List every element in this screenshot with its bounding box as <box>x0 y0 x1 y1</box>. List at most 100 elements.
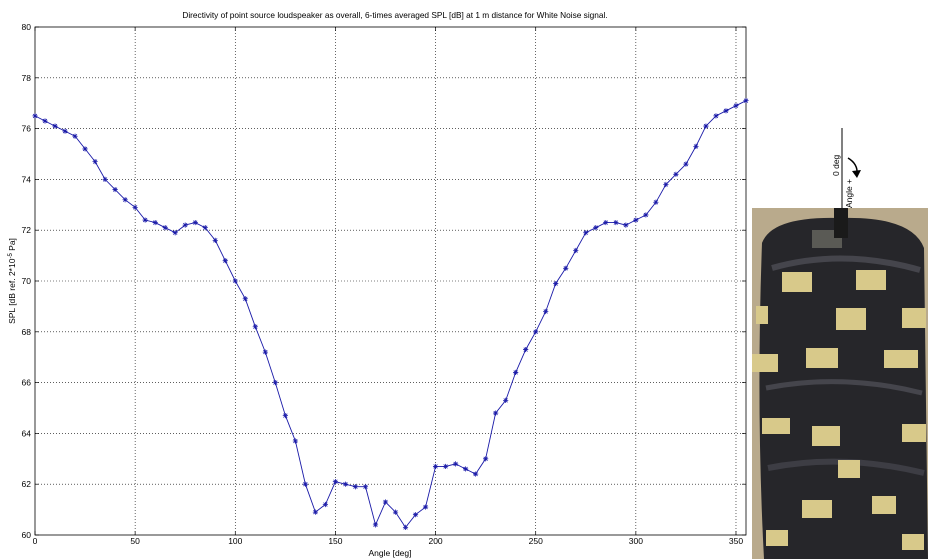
data-point-marker <box>693 143 699 149</box>
y-axis-label-exponent: -5 <box>8 253 14 259</box>
data-point-marker <box>653 199 659 205</box>
data-point <box>32 113 38 119</box>
data-point-marker <box>162 225 168 231</box>
data-point-marker <box>543 308 549 315</box>
photo-tape <box>806 348 838 368</box>
data-point-marker <box>703 123 709 129</box>
data-point <box>362 484 369 490</box>
data-point <box>262 349 268 355</box>
data-point <box>633 217 639 223</box>
grid-lines <box>35 27 746 535</box>
data-point-marker <box>342 481 349 487</box>
data-point-marker <box>432 463 439 470</box>
data-point <box>623 222 629 228</box>
data-point-marker <box>72 133 78 139</box>
y-tick-label: 60 <box>22 530 32 540</box>
data-point-marker <box>122 197 128 203</box>
data-point <box>172 230 178 236</box>
data-point <box>683 161 689 167</box>
data-point-marker <box>513 369 519 376</box>
data-point-marker <box>102 176 108 182</box>
y-tick-label: 68 <box>22 327 32 337</box>
photo-tape <box>782 272 812 292</box>
data-point <box>222 258 228 264</box>
data-point <box>62 128 68 134</box>
y-tick-label: 72 <box>22 225 32 235</box>
data-point <box>352 484 359 490</box>
data-point <box>142 217 148 223</box>
data-point-marker <box>503 397 509 403</box>
data-point-marker <box>352 484 359 490</box>
data-point-marker <box>272 380 278 386</box>
data-point-marker <box>553 280 559 287</box>
data-point-marker <box>282 413 288 419</box>
data-point-marker <box>603 219 609 226</box>
photo-tape <box>752 354 778 372</box>
data-point-marker <box>713 113 719 119</box>
data-point <box>553 280 559 287</box>
data-point <box>372 522 379 528</box>
data-point-marker <box>663 181 669 188</box>
data-point <box>703 123 709 129</box>
data-point-marker <box>202 225 208 231</box>
arrow-head-icon <box>852 170 861 178</box>
data-point <box>132 204 138 210</box>
data-point-marker <box>743 98 749 104</box>
data-point-marker <box>563 265 569 271</box>
x-tick-label: 50 <box>130 536 140 546</box>
y-axis-label-unit: Pa] <box>7 238 17 253</box>
data-point <box>603 219 609 226</box>
data-point <box>252 324 258 330</box>
data-point-marker <box>583 230 589 236</box>
x-tick-label: 150 <box>328 536 342 546</box>
data-point <box>533 329 539 335</box>
data-point <box>162 225 168 231</box>
x-tick-label: 350 <box>729 536 743 546</box>
data-point <box>112 186 118 193</box>
data-point-marker <box>372 522 379 528</box>
data-point-marker <box>322 501 329 508</box>
data-point <box>693 143 699 149</box>
data-point <box>573 247 579 254</box>
photo-tape <box>834 208 848 238</box>
data-point <box>232 278 238 284</box>
data-point-marker <box>683 161 689 167</box>
data-point-marker <box>42 118 48 124</box>
data-point <box>653 199 659 205</box>
series-spl <box>32 98 749 530</box>
plot-background <box>35 27 746 535</box>
data-point-marker <box>473 471 479 477</box>
y-axis-label-base: SPL [dB ref. 2*10 <box>7 258 17 324</box>
data-point-marker <box>533 329 539 335</box>
data-point <box>613 219 619 226</box>
data-point-marker <box>82 146 88 152</box>
data-point-marker <box>402 524 409 530</box>
data-point-marker <box>332 479 339 485</box>
data-point-marker <box>442 463 449 470</box>
data-point-marker <box>92 159 98 165</box>
data-point <box>82 146 88 152</box>
y-tick-label: 64 <box>22 428 32 438</box>
photo-tape <box>872 496 896 514</box>
data-point-marker <box>392 509 399 515</box>
data-point-marker <box>523 346 529 353</box>
data-point <box>743 98 749 104</box>
data-point-marker <box>262 349 268 355</box>
photo-tape <box>902 308 926 328</box>
x-tick-label: 250 <box>529 536 543 546</box>
data-point <box>483 456 489 462</box>
data-point-marker <box>463 466 469 472</box>
y-tick-label: 66 <box>22 378 32 388</box>
data-point <box>242 296 248 302</box>
photo-tape <box>856 270 886 290</box>
data-point-marker <box>172 230 178 236</box>
data-point <box>312 509 318 515</box>
data-point-marker <box>593 225 599 231</box>
data-point <box>282 413 288 419</box>
x-tick-label: 300 <box>629 536 643 546</box>
y-tick-label: 78 <box>22 73 32 83</box>
data-point-marker <box>242 296 248 302</box>
data-point-marker <box>573 247 579 254</box>
data-point-marker <box>362 484 369 490</box>
data-point <box>583 230 589 236</box>
